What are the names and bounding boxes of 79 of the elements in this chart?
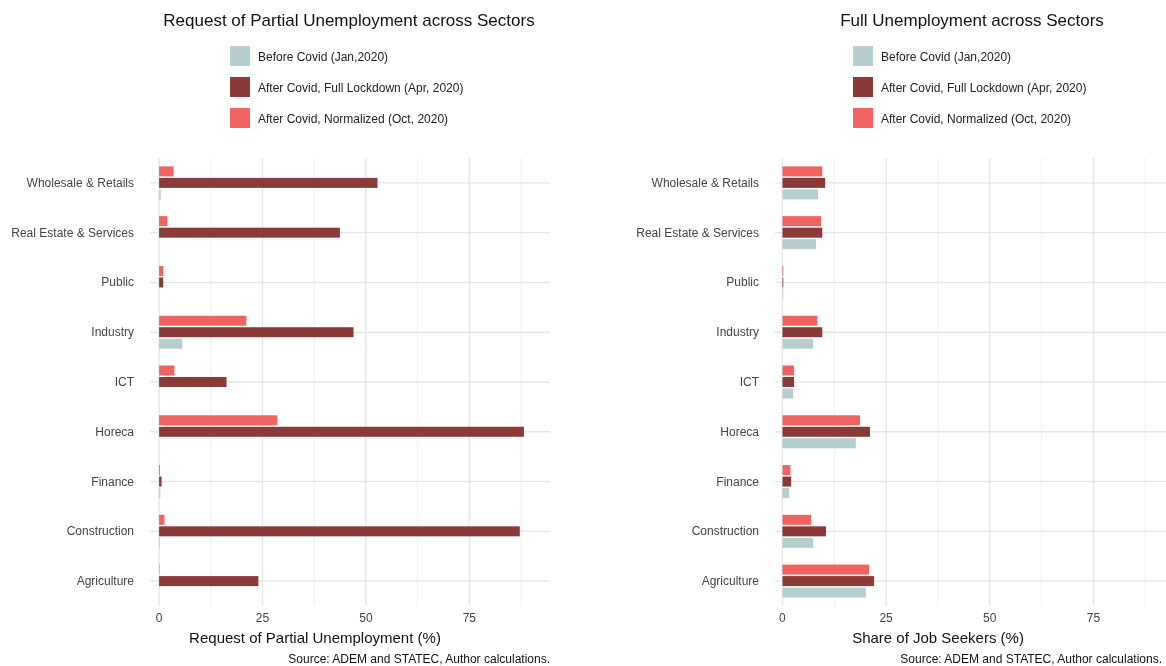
bar [159,576,259,587]
legend-label: After Covid, Normalized (Oct, 2020) [258,112,449,126]
y-tick-label: Public [101,275,134,290]
x-tick-label: 0 [155,611,163,625]
bar [782,415,860,426]
x-tick-label: 0 [779,611,787,625]
bar [159,216,168,227]
bar [782,327,823,338]
bar [782,438,856,449]
legend-label: After Covid, Normalized (Oct, 2020) [881,112,1072,126]
bar [159,426,524,437]
y-tick-label: Finance [716,474,760,489]
bar [159,327,354,338]
legend-label: Before Covid (Jan,2020) [258,50,389,64]
bar [782,338,814,349]
bar [159,166,174,177]
y-tick-label: Construction [66,524,134,539]
bar [782,166,823,177]
bar [159,365,175,376]
bar [782,537,814,548]
x-tick-label: 25 [255,611,270,625]
bar [159,315,247,326]
y-tick-label: Wholesale & Retails [651,175,759,190]
y-tick-label: Horeca [720,424,760,439]
bar [782,239,817,250]
y-tick-label: Finance [91,474,135,489]
bar [782,315,818,326]
x-axis-title: Request of Partial Unemployment (%) [189,629,441,646]
bar [782,476,792,487]
bar [782,526,826,537]
y-tick-label: Wholesale & Retails [26,175,134,190]
bar [159,338,183,349]
y-tick-label: Industry [91,325,134,340]
y-tick-label: Horeca [95,424,135,439]
y-tick-label: Construction [691,524,759,539]
y-tick-label: Real Estate & Services [636,225,759,240]
x-tick-label: 50 [983,611,997,625]
bar [782,576,875,587]
source-note: Source: ADEM and STATEC, Author calculations. [288,652,550,666]
bar [159,377,227,387]
x-tick-label: 75 [1086,611,1101,625]
bar [159,227,340,238]
y-tick-label: Agriculture [76,574,135,589]
y-tick-label: ICT [739,375,760,389]
source-note: Source: ADEM and STATEC, Author calculations. [900,652,1162,666]
bar [782,564,870,575]
bar [782,377,795,387]
legend-label: After Covid, Full Lockdown (Apr, 2020) [881,81,1087,95]
legend-label: Before Covid (Jan,2020) [881,50,1012,64]
y-tick-label: Industry [716,325,759,340]
bar [782,216,822,227]
bar [782,227,823,238]
bar [159,526,520,537]
bar [782,488,790,499]
bar [782,587,866,598]
bar [782,465,791,476]
bar [159,265,164,276]
bar [782,189,819,200]
x-axis-title: Share of Job Seekers (%) [852,629,1024,646]
x-tick-label: 75 [462,611,477,625]
bar [159,514,165,525]
bar [159,476,162,487]
x-tick-label: 25 [879,611,894,625]
bar [159,415,278,426]
bar [782,514,812,525]
bar [782,426,870,437]
bar [159,177,378,188]
y-tick-label: Agriculture [701,574,760,589]
bar [782,388,794,399]
bar [782,365,795,376]
y-tick-label: ICT [114,375,135,389]
x-tick-label: 50 [359,611,373,625]
y-tick-label: Real Estate & Services [11,225,134,240]
bar [782,177,826,188]
chart-title: Full Unemployment across Sectors [840,11,1104,30]
chart-title: Request of Partial Unemployment across Sectors [163,11,535,30]
bar [159,277,164,288]
y-tick-label: Public [726,275,759,290]
legend-label: After Covid, Full Lockdown (Apr, 2020) [258,81,464,95]
